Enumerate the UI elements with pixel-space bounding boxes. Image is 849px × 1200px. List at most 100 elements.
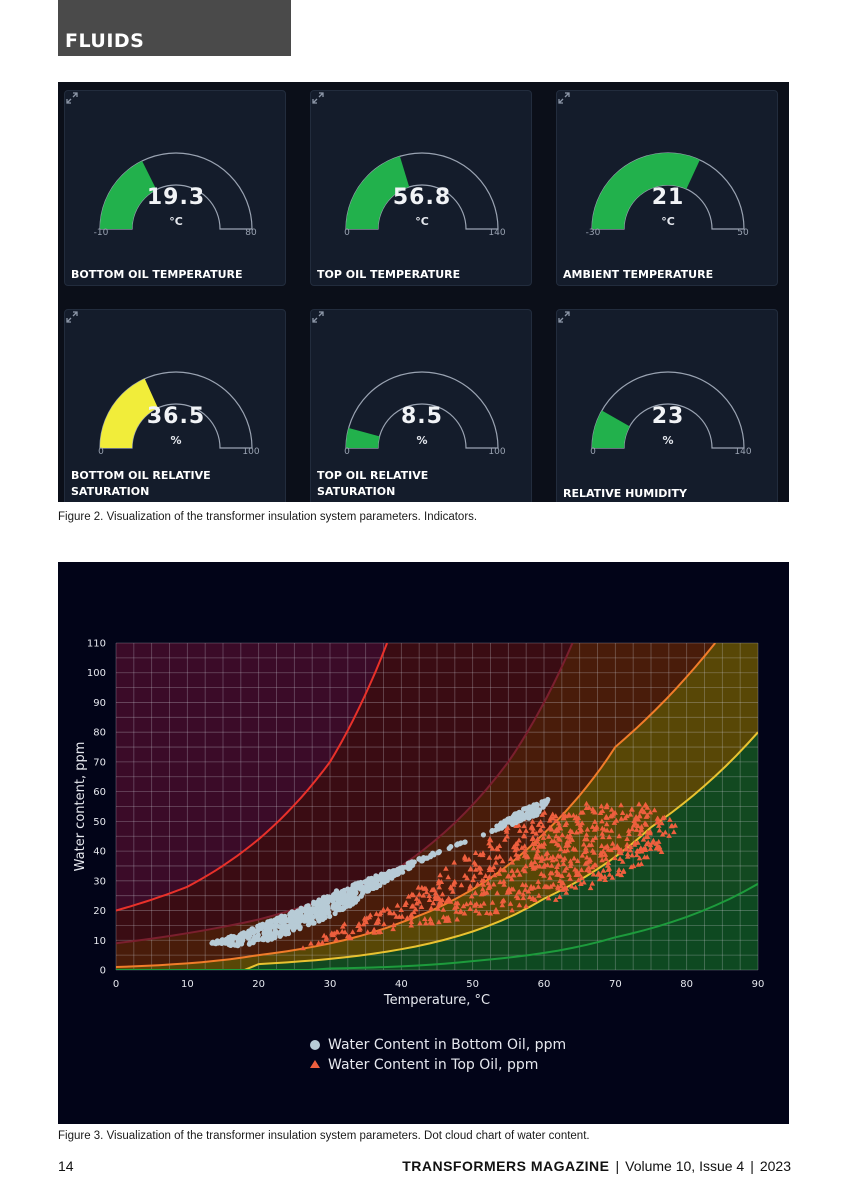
gauge-unit: % [416, 434, 428, 447]
data-point [544, 798, 550, 805]
data-point [595, 870, 602, 876]
data-point [417, 920, 423, 926]
data-point [390, 922, 397, 928]
data-point [430, 900, 436, 906]
data-point [540, 823, 546, 829]
data-point [479, 886, 486, 892]
expand-icon[interactable] [557, 91, 571, 105]
data-point [631, 818, 637, 823]
data-point [422, 920, 429, 926]
gauge-label-line: TOP OIL TEMPERATURE [317, 268, 461, 281]
data-point [486, 840, 492, 846]
data-point [388, 870, 395, 876]
data-point [364, 929, 371, 935]
expand-icon[interactable] [311, 91, 325, 105]
y-tick-label: 70 [93, 757, 106, 768]
data-point [473, 866, 479, 872]
data-point [640, 836, 647, 842]
data-point [521, 843, 528, 849]
expand-icon[interactable] [65, 310, 79, 324]
data-point [626, 831, 632, 836]
data-point [336, 895, 342, 901]
data-point [489, 845, 496, 851]
data-point [446, 897, 452, 903]
footer-separator: | [750, 1158, 754, 1174]
data-point [227, 940, 233, 946]
data-point [537, 819, 544, 825]
data-point [549, 811, 556, 817]
data-point [655, 815, 661, 821]
data-point [550, 815, 556, 821]
gauge-track [591, 371, 745, 449]
footer-separator: | [615, 1158, 620, 1174]
data-point [592, 834, 599, 840]
data-point [563, 889, 570, 895]
data-point [319, 939, 326, 945]
data-point [567, 834, 573, 840]
y-axis-title: Water content, ppm [73, 742, 88, 872]
data-point [278, 929, 284, 935]
data-point [655, 838, 662, 844]
data-point [638, 827, 644, 833]
gauge-dial [591, 371, 745, 449]
data-point [272, 917, 278, 923]
data-point [494, 846, 501, 852]
expand-icon[interactable] [557, 310, 571, 324]
data-point [567, 832, 573, 838]
data-point [408, 922, 415, 928]
gauge-card: 23% 0 140 RELATIVE HUMIDITY [556, 309, 778, 502]
data-point [635, 839, 641, 845]
data-point [470, 877, 476, 883]
data-point [467, 866, 474, 872]
data-point [523, 863, 529, 869]
data-point [513, 893, 520, 899]
data-point [566, 871, 572, 877]
data-point [603, 855, 609, 861]
data-point [428, 905, 434, 911]
data-point [366, 883, 372, 889]
data-point [375, 919, 382, 925]
expand-icon[interactable] [65, 91, 79, 105]
data-point [497, 866, 504, 872]
data-point [521, 833, 528, 839]
data-point [371, 926, 377, 932]
data-point [482, 873, 489, 878]
data-point [516, 902, 523, 908]
data-point [598, 803, 605, 809]
data-point [317, 903, 324, 909]
legend-marker [310, 1040, 320, 1050]
gauge-card: 21 °C -30 50 AMBIENT TEMPERATURE [556, 90, 778, 286]
data-point [472, 890, 479, 895]
data-point [590, 871, 597, 877]
data-point [602, 844, 608, 850]
data-point [535, 847, 541, 853]
gauge-min-label: 0 [590, 447, 596, 457]
data-point [454, 903, 460, 909]
data-point [638, 845, 644, 851]
data-point [485, 880, 492, 886]
data-point [454, 842, 460, 848]
data-point [642, 820, 648, 826]
x-tick-label: 30 [324, 979, 337, 990]
data-point [487, 864, 493, 870]
data-point [591, 826, 598, 832]
x-tick-label: 90 [752, 979, 765, 990]
data-point [406, 866, 412, 872]
data-point [507, 855, 514, 861]
data-point [534, 836, 541, 842]
data-point [530, 807, 536, 813]
data-point [427, 916, 434, 922]
expand-icon[interactable] [311, 310, 325, 324]
data-point [415, 884, 422, 890]
data-point [610, 810, 616, 816]
data-point [662, 829, 669, 835]
data-point [549, 838, 555, 844]
data-point [421, 916, 428, 921]
data-point [535, 843, 542, 849]
y-tick-label: 20 [93, 906, 106, 917]
data-point [330, 932, 337, 938]
data-point [435, 905, 441, 911]
data-point [436, 919, 442, 925]
figure-2-caption: Figure 2. Visualization of the transform… [58, 511, 478, 523]
data-point [583, 845, 589, 851]
